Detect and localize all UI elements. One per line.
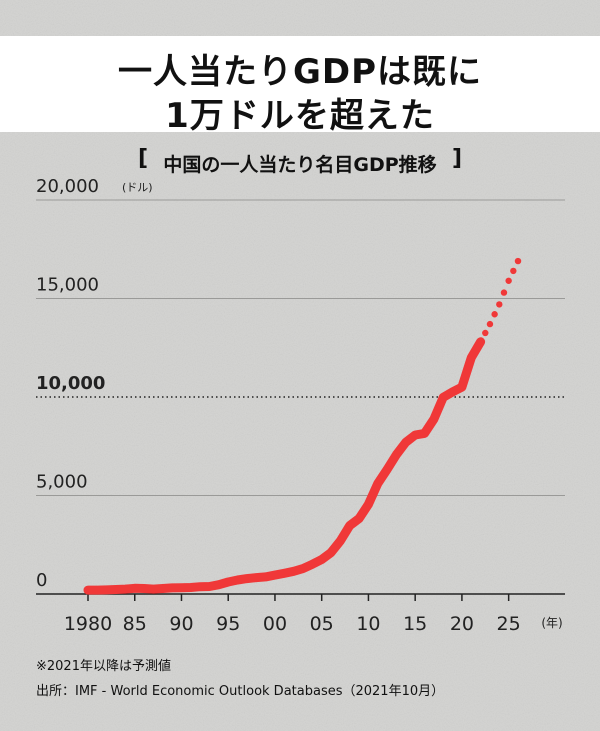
x-tick-label: 95 <box>216 613 240 635</box>
forecast-dot <box>514 257 522 265</box>
forecast-note: ※2021年以降は予測値 <box>36 659 171 674</box>
forecast-dot <box>482 329 489 337</box>
x-tick-label: 05 <box>310 613 334 635</box>
subtitle-bracket-close: ] <box>452 146 463 171</box>
y-tick-label: 20,000 <box>36 176 99 197</box>
x-tick-label: 20 <box>450 613 474 635</box>
y-tick-label: 0 <box>36 570 47 591</box>
title-band <box>0 36 600 132</box>
chart-subtitle: 中国の一人当たり名目GDP推移 <box>163 154 437 176</box>
x-unit-label: (年) <box>541 616 562 630</box>
source-note: 出所：IMF - World Economic Outlook Database… <box>36 684 445 699</box>
x-tick-label: 10 <box>356 613 380 635</box>
gdp-series-line <box>83 337 486 595</box>
y-tick-label: 10,000 <box>36 373 105 394</box>
y-tick-label: 5,000 <box>36 472 88 493</box>
x-tick-label: 15 <box>403 613 427 635</box>
x-tick-label: 00 <box>263 613 287 635</box>
forecast-dot <box>491 311 498 318</box>
chart-title-line1: 一人当たりGDPは既に <box>117 52 483 92</box>
y-tick-label: 15,000 <box>36 275 99 296</box>
subtitle-bracket-open: [ <box>138 146 149 171</box>
forecast-dot <box>500 289 508 296</box>
forecast-dot <box>510 267 517 275</box>
x-tick-label: 85 <box>123 613 147 635</box>
forecast-dot <box>505 277 512 284</box>
x-tick-label: 90 <box>169 613 193 635</box>
chart-title-line2: 1万ドルを超えた <box>165 96 435 136</box>
forecast-dot <box>486 320 494 328</box>
x-tick-label: 25 <box>497 613 521 635</box>
x-tick-label: 1980 <box>64 613 112 635</box>
forecast-dot <box>496 301 503 308</box>
y-unit-label: (ドル) <box>122 181 153 194</box>
